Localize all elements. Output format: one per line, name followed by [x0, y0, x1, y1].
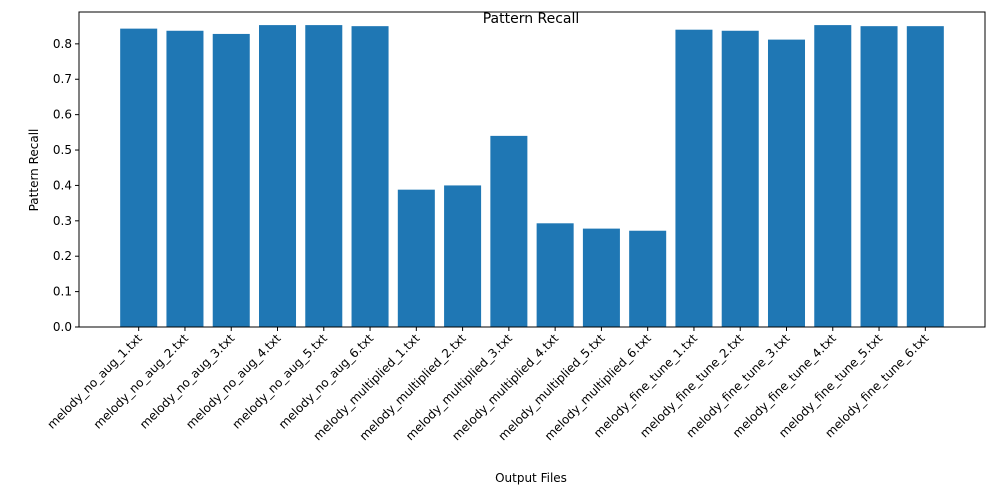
- y-tick-label-2: 0.2: [53, 249, 72, 263]
- y-tick-label-7: 0.7: [53, 72, 72, 86]
- plot-frame: [78, 11, 986, 328]
- bar-14: [721, 30, 759, 327]
- bar-15: [767, 39, 806, 328]
- y-tick-label-3: 0.3: [53, 214, 72, 228]
- bar-11: [582, 228, 620, 327]
- bar-16: [814, 25, 852, 327]
- bar-5: [305, 25, 343, 327]
- bar-12: [629, 230, 667, 327]
- bar-17: [860, 26, 898, 327]
- y-axis: 0.0 0.1 0.2 0.3 0.4 0.5 0.6 0.7 0.8: [53, 37, 79, 334]
- bar-1: [120, 28, 158, 327]
- bar-6: [351, 26, 389, 327]
- bar-3: [212, 33, 250, 327]
- x-axis: melody_no_aug_1.txtmelody_no_aug_2.txtme…: [44, 327, 932, 443]
- y-tick-label-1: 0.1: [53, 285, 72, 299]
- y-tick-label-0: 0.0: [53, 320, 72, 334]
- y-tick-label-6: 0.6: [53, 108, 72, 122]
- x-axis-label: Output Files: [495, 471, 567, 485]
- y-tick-label-4: 0.4: [53, 178, 72, 192]
- y-tick-label-5: 0.5: [53, 143, 72, 157]
- bar-4: [259, 25, 297, 327]
- bar-8: [444, 185, 482, 327]
- y-axis-label: Pattern Recall: [27, 129, 41, 212]
- bar-2: [166, 30, 204, 327]
- bar-9: [490, 135, 528, 327]
- bar-10: [536, 223, 574, 327]
- chart-title: Pattern Recall: [483, 11, 580, 27]
- y-tick-label-8: 0.8: [53, 37, 72, 51]
- bar-13: [675, 29, 713, 327]
- bars-group: [120, 25, 944, 328]
- bar-7: [397, 189, 435, 327]
- bar-18: [906, 26, 944, 327]
